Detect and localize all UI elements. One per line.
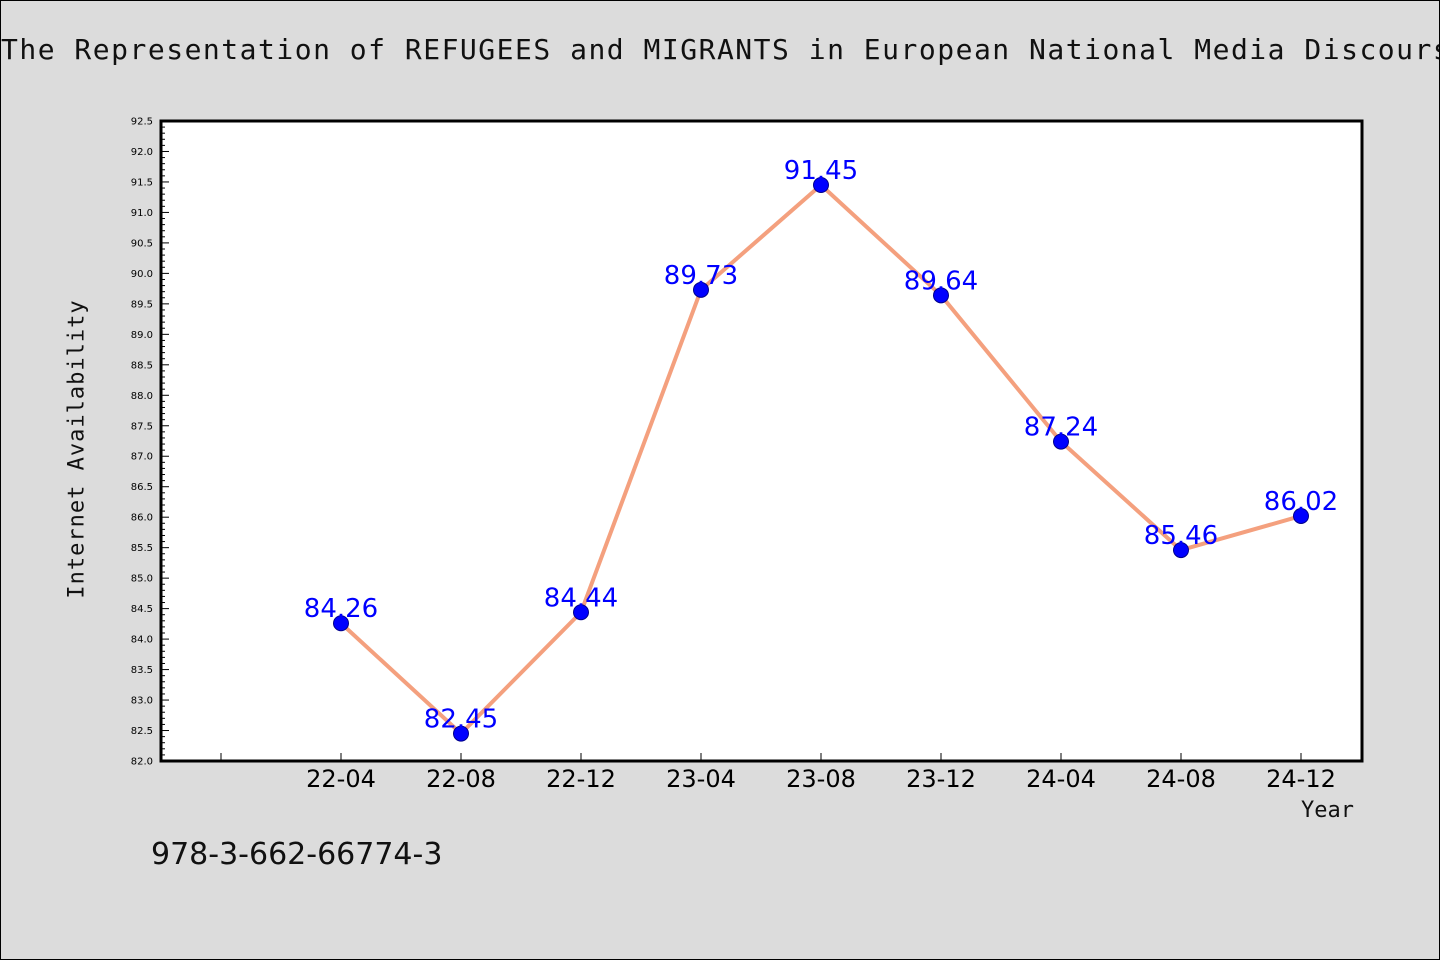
data-point [1173, 542, 1189, 559]
data-label: 89.64 [904, 266, 978, 296]
x-tick-label: 24-12 [1266, 765, 1336, 793]
y-tick-label: 84.0 [131, 635, 153, 646]
y-tick-label: 87.5 [131, 421, 153, 432]
chart-title: The Representation of REFUGEES and MIGRA… [1, 33, 1440, 66]
data-label: 89.73 [664, 261, 738, 291]
x-tick-label: 23-08 [786, 765, 856, 793]
x-tick-label: 22-08 [426, 765, 496, 793]
y-tick-label: 83.0 [131, 696, 153, 707]
y-tick-label: 88.0 [131, 391, 153, 402]
data-label: 85.46 [1144, 521, 1218, 551]
y-tick-label: 92.5 [131, 117, 153, 128]
data-label: 84.26 [304, 594, 378, 624]
isbn-footnote: 978-3-662-66774-3 [151, 837, 443, 872]
x-tick-label: 24-08 [1146, 765, 1216, 793]
x-axis-ticks: 22-04 22-08 22-12 23-04 23-08 23-12 24-04 24-08… [220, 753, 1336, 793]
data-point [933, 287, 949, 304]
x-tick-label: 22-12 [546, 765, 616, 793]
y-tick-label: 83.5 [131, 665, 153, 676]
y-tick-label: 91.5 [131, 177, 153, 188]
data-point [813, 177, 829, 193]
y-tick-label: 84.5 [131, 604, 153, 615]
data-label: 84.44 [544, 583, 618, 613]
y-tick-label: 89.0 [131, 330, 153, 341]
y-tick-label: 85.0 [131, 574, 153, 585]
data-label: 82.45 [424, 705, 498, 735]
y-tick-label: 85.5 [131, 543, 153, 554]
data-point [1053, 433, 1069, 450]
x-tick-label: 24-04 [1026, 765, 1096, 793]
data-label: 86.02 [1264, 487, 1338, 517]
y-tick-label: 92.0 [131, 147, 153, 158]
data-label: 87.24 [1024, 413, 1098, 443]
x-tick-label: 23-12 [906, 765, 976, 793]
y-tick-label: 90.5 [131, 238, 153, 249]
y-tick-label: 87.0 [131, 452, 153, 463]
y-tick-label: 90.0 [131, 269, 153, 280]
data-point [453, 725, 469, 742]
x-tick-label: 22-04 [306, 765, 376, 793]
data-markers [333, 177, 1309, 742]
data-label: 91.45 [784, 156, 858, 186]
y-tick-label: 82.0 [131, 757, 153, 768]
y-axis-ticks: 82.0 82.5 83.0 83.5 84.0 84.5 85.0 85.5 86.0 86.5… [131, 117, 169, 768]
plot-area [159, 119, 1364, 763]
data-labels: 84.26 82.45 84.44 89.73 91.45 89.64 87.24 85.46… [304, 156, 1338, 735]
data-point [333, 615, 349, 632]
x-tick-label: 23-04 [666, 765, 736, 793]
y-tick-label: 89.5 [131, 299, 153, 310]
y-tick-label: 88.5 [131, 360, 153, 371]
data-point [573, 604, 589, 621]
y-tick-label: 82.5 [131, 726, 153, 737]
y-tick-label: 91.0 [131, 208, 153, 219]
y-tick-label: 86.0 [131, 513, 153, 524]
x-axis-label: Year [1301, 798, 1354, 823]
data-point [1293, 507, 1309, 524]
y-tick-label: 86.5 [131, 482, 153, 493]
data-point [693, 281, 709, 298]
